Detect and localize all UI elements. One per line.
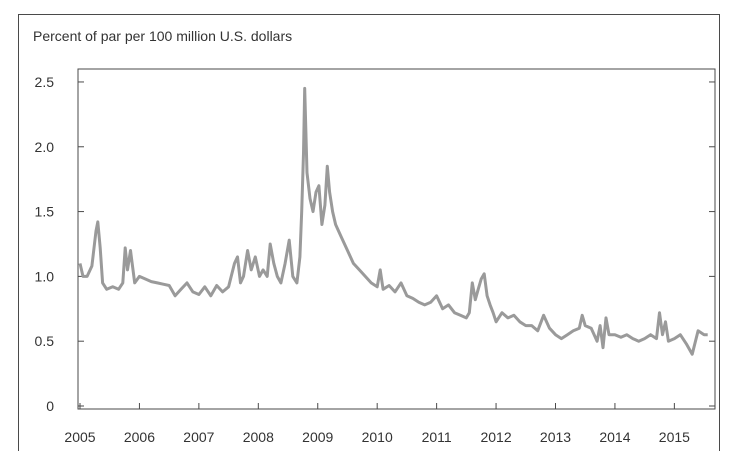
x-axis: 2005 2006 2007 2008 2009 2010 2011 2012 2013 2014… <box>64 403 690 445</box>
y-tick-label: 1.0 <box>35 268 55 284</box>
x-tick-label: 2009 <box>302 429 333 445</box>
x-tick-label: 2013 <box>540 429 571 445</box>
y-tick-label: 2.0 <box>35 139 55 155</box>
x-tick-label: 2005 <box>64 429 95 445</box>
series-line <box>78 86 708 356</box>
x-tick-label: 2012 <box>480 429 511 445</box>
y-tick-label: 0 <box>46 398 54 414</box>
x-tick-label: 2006 <box>124 429 155 445</box>
plot-area-border <box>77 68 716 410</box>
y-axis: 0 0.5 1.0 1.5 2.0 2.5 <box>35 74 715 414</box>
x-tick-label: 2014 <box>599 429 630 445</box>
y-axis-unit-label: Percent of par per 100 million U.S. doll… <box>33 28 293 44</box>
y-tick-label: 2.5 <box>35 74 55 90</box>
x-tick-label: 2015 <box>659 429 690 445</box>
x-tick-label: 2010 <box>362 429 393 445</box>
series-group <box>78 86 708 356</box>
x-tick-label: 2007 <box>183 429 214 445</box>
chart-frame <box>18 14 720 451</box>
x-tick-label: 2011 <box>422 429 452 445</box>
x-tick-label: 2008 <box>243 429 274 445</box>
y-tick-label: 1.5 <box>35 204 55 220</box>
y-tick-label: 0.5 <box>35 333 55 349</box>
